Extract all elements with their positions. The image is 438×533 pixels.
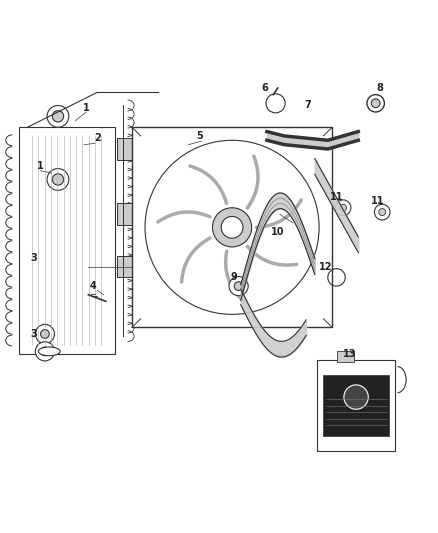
Circle shape bbox=[41, 329, 49, 338]
FancyBboxPatch shape bbox=[117, 204, 143, 225]
FancyBboxPatch shape bbox=[117, 256, 143, 277]
Text: 3: 3 bbox=[31, 329, 37, 339]
Circle shape bbox=[52, 174, 64, 185]
Bar bbox=[323, 375, 389, 436]
FancyArrowPatch shape bbox=[158, 212, 210, 222]
FancyArrowPatch shape bbox=[190, 166, 226, 204]
Circle shape bbox=[266, 94, 285, 113]
Circle shape bbox=[339, 204, 346, 211]
Circle shape bbox=[221, 216, 243, 238]
Text: 2: 2 bbox=[94, 133, 100, 143]
FancyArrowPatch shape bbox=[226, 251, 244, 301]
Circle shape bbox=[371, 99, 380, 108]
Circle shape bbox=[47, 168, 69, 190]
Text: 3: 3 bbox=[31, 253, 37, 263]
Bar bbox=[336, 351, 354, 362]
Text: 12: 12 bbox=[319, 262, 332, 271]
Circle shape bbox=[234, 282, 243, 290]
Circle shape bbox=[41, 347, 49, 356]
Text: 13: 13 bbox=[343, 349, 357, 359]
Text: 11: 11 bbox=[371, 196, 385, 206]
Circle shape bbox=[344, 385, 368, 409]
Circle shape bbox=[367, 94, 385, 112]
Text: 1: 1 bbox=[37, 161, 44, 172]
Bar bbox=[19, 127, 115, 353]
Circle shape bbox=[35, 342, 54, 361]
Circle shape bbox=[52, 111, 64, 122]
Text: 5: 5 bbox=[196, 131, 203, 141]
Circle shape bbox=[379, 208, 386, 215]
Text: 11: 11 bbox=[330, 192, 343, 202]
Text: 6: 6 bbox=[261, 83, 268, 93]
Ellipse shape bbox=[39, 347, 60, 356]
Circle shape bbox=[229, 277, 248, 296]
Text: 8: 8 bbox=[377, 83, 384, 93]
Circle shape bbox=[35, 325, 54, 344]
Bar bbox=[132, 127, 332, 327]
Text: 7: 7 bbox=[305, 100, 311, 110]
FancyBboxPatch shape bbox=[317, 360, 395, 451]
Circle shape bbox=[47, 106, 69, 127]
Circle shape bbox=[335, 200, 351, 215]
Text: 9: 9 bbox=[231, 272, 237, 282]
Text: 1: 1 bbox=[83, 103, 90, 112]
Text: 4: 4 bbox=[89, 281, 96, 291]
Circle shape bbox=[212, 208, 252, 247]
Circle shape bbox=[145, 140, 319, 314]
FancyArrowPatch shape bbox=[247, 246, 297, 265]
FancyArrowPatch shape bbox=[247, 156, 258, 208]
FancyBboxPatch shape bbox=[117, 138, 143, 160]
FancyArrowPatch shape bbox=[257, 200, 301, 227]
FancyArrowPatch shape bbox=[182, 238, 210, 282]
Text: 10: 10 bbox=[271, 227, 285, 237]
Circle shape bbox=[374, 204, 390, 220]
